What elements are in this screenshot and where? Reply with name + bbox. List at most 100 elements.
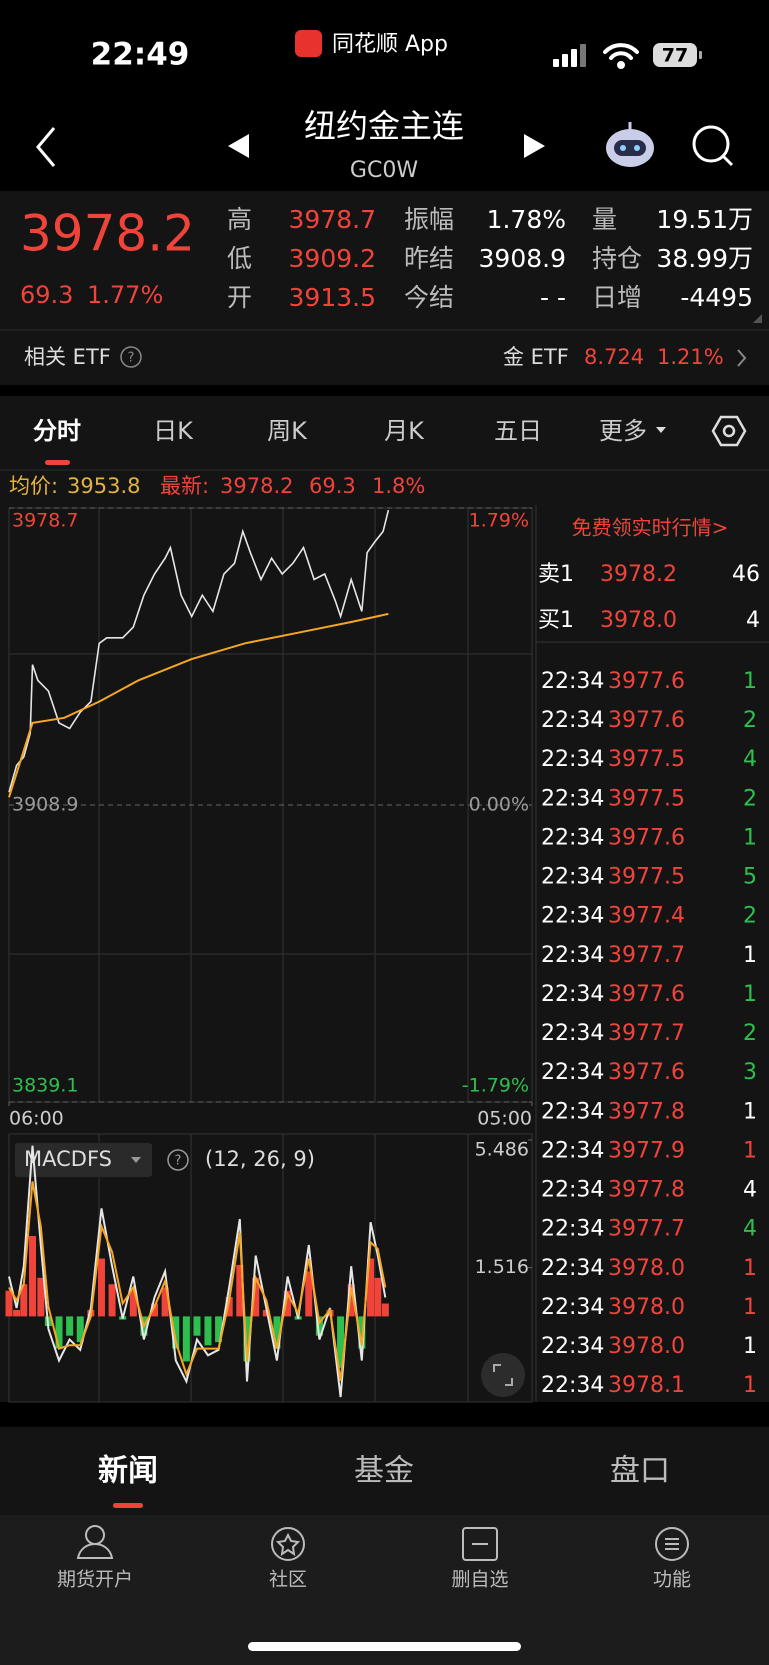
- nav-label[interactable]: 期货开户: [57, 1569, 133, 1591]
- period-tab[interactable]: 日K: [153, 417, 194, 445]
- bottom-tab[interactable]: 基金: [354, 1454, 414, 1489]
- trade-time: 22:34: [541, 1295, 604, 1320]
- stat-value: - -: [540, 283, 566, 312]
- search-icon[interactable]: [692, 125, 734, 167]
- watchlist-icon[interactable]: [462, 1527, 498, 1561]
- trade-price: 3977.5: [608, 786, 685, 811]
- bottom-tabs-bg: [0, 1427, 769, 1515]
- period-tab[interactable]: 周K: [267, 417, 308, 445]
- trade-price: 3977.7: [608, 1217, 685, 1242]
- etf-change-pct: 1.21%: [657, 345, 724, 369]
- prev-button[interactable]: [228, 134, 249, 158]
- trade-volume: 1: [743, 943, 757, 968]
- assistant-icon[interactable]: [606, 122, 654, 167]
- period-tab[interactable]: 分时: [33, 417, 81, 445]
- trade-volume: 2: [743, 1021, 757, 1046]
- tab-indicator: [45, 460, 70, 465]
- indicator-name[interactable]: MACDFS: [24, 1147, 112, 1171]
- macd-bar: [66, 1316, 74, 1336]
- macd-line: [8, 1145, 387, 1398]
- trade-time: 22:34: [541, 708, 604, 733]
- next-button[interactable]: [524, 134, 545, 158]
- expand-button[interactable]: [481, 1353, 525, 1397]
- ask-price: 3978.2: [600, 562, 677, 587]
- etf-chevron[interactable]: [737, 349, 747, 367]
- stat-label: 量: [592, 205, 617, 234]
- stat-value: 3908.9: [479, 244, 566, 273]
- trade-price: 3978.0: [608, 1256, 685, 1281]
- trade-time: 22:34: [541, 1256, 604, 1281]
- trade-price: 3977.5: [608, 747, 685, 772]
- period-tab[interactable]: 更多: [599, 417, 647, 445]
- macd-bar: [20, 1284, 28, 1317]
- bid-label: 买1: [538, 608, 574, 633]
- nav-bg: [0, 1515, 769, 1665]
- price-line: [8, 509, 390, 793]
- trade-volume: 4: [743, 1217, 757, 1242]
- stat-label: 今结: [404, 283, 454, 312]
- etf-name[interactable]: 金 ETF: [503, 345, 569, 369]
- signal-icon: [553, 44, 586, 67]
- trade-volume: 2: [743, 786, 757, 811]
- macd-bar: [284, 1290, 292, 1317]
- macd-bar: [337, 1316, 345, 1368]
- community-icon[interactable]: [271, 1527, 305, 1561]
- ask-volume: 46: [732, 562, 760, 587]
- battery-tip: [699, 51, 702, 59]
- y-tick-label: 5.486: [475, 1139, 529, 1161]
- trade-time: 22:34: [541, 865, 604, 890]
- trade-price: 3978.1: [608, 1373, 685, 1398]
- trade-time: 22:34: [541, 825, 604, 850]
- help-icon[interactable]: [167, 1149, 189, 1171]
- price-change: 69.3: [20, 281, 73, 309]
- trade-price: 3977.8: [608, 1099, 685, 1124]
- chart-bg: [0, 396, 769, 1402]
- indicator-arrow[interactable]: [131, 1157, 141, 1163]
- price-line: [8, 612, 389, 798]
- latest-price: 3978.2: [220, 474, 293, 498]
- etf-label: 相关 ETF: [24, 345, 111, 369]
- nav-label[interactable]: 删自选: [451, 1569, 508, 1591]
- macd-bar: [215, 1316, 223, 1343]
- trade-volume: 3: [743, 1060, 757, 1085]
- stat-label: 日增: [592, 283, 642, 312]
- y-tick-label: 3908.9: [12, 794, 78, 816]
- trade-price: 3977.9: [608, 1138, 685, 1163]
- more-arrow[interactable]: [656, 427, 666, 433]
- period-tab[interactable]: 五日: [494, 417, 542, 445]
- trade-price: 3977.6: [608, 982, 685, 1007]
- promo-link[interactable]: 免费领实时行情>: [572, 516, 729, 540]
- trade-price: 3977.4: [608, 904, 685, 929]
- bid-price: 3978.0: [600, 608, 677, 633]
- instrument-title: 纽约金主连: [304, 107, 464, 145]
- macd-bar: [129, 1290, 137, 1317]
- nav-label[interactable]: 社区: [269, 1569, 307, 1591]
- settings-icon[interactable]: [711, 415, 747, 447]
- trade-price: 3977.6: [608, 825, 685, 850]
- bottom-tab-indicator: [113, 1503, 143, 1508]
- corner-mark: [753, 314, 762, 323]
- macd-bar: [381, 1303, 389, 1317]
- trade-time: 22:34: [541, 982, 604, 1007]
- avg-price: 3953.8: [67, 474, 140, 498]
- bottom-tab[interactable]: 盘口: [610, 1454, 670, 1489]
- macd-bar: [252, 1277, 260, 1317]
- last-price: 3978.2: [20, 205, 195, 263]
- indicator-selector[interactable]: [15, 1143, 152, 1177]
- trade-volume: 2: [743, 708, 757, 733]
- period-tab[interactable]: 月K: [384, 417, 425, 445]
- trade-price: 3977.8: [608, 1178, 685, 1203]
- bid-volume: 4: [746, 608, 760, 633]
- app-icon: [295, 30, 322, 57]
- macd-bar: [273, 1316, 281, 1349]
- stat-label: 持仓: [592, 244, 642, 273]
- account-icon[interactable]: [76, 1525, 114, 1559]
- nav-label[interactable]: 功能: [653, 1569, 691, 1591]
- back-button[interactable]: [36, 127, 56, 167]
- trade-volume: 1: [743, 1256, 757, 1281]
- menu-icon[interactable]: [655, 1527, 689, 1561]
- bottom-tab[interactable]: 新闻: [98, 1454, 158, 1489]
- macd-bar: [76, 1316, 84, 1343]
- help-icon[interactable]: [120, 346, 142, 368]
- macd-bar: [108, 1284, 116, 1317]
